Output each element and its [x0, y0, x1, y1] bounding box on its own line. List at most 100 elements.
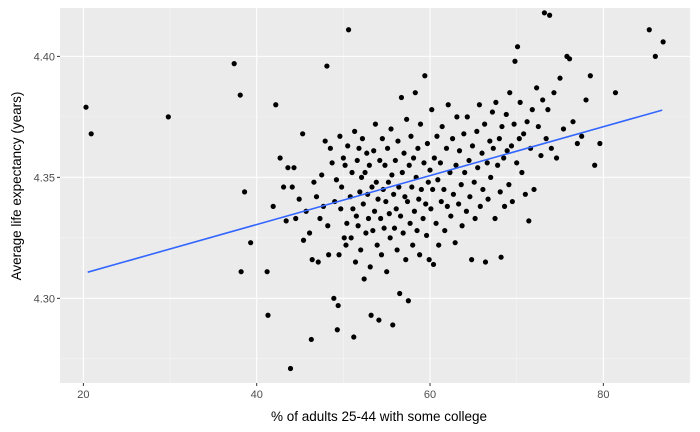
data-point	[420, 215, 426, 222]
data-point	[514, 160, 520, 166]
data-point	[459, 223, 465, 229]
minor-gridlines	[60, 8, 691, 383]
data-point	[300, 131, 306, 137]
data-point	[474, 128, 480, 134]
data-point	[435, 177, 441, 183]
data-point	[422, 73, 428, 79]
data-point	[430, 261, 437, 268]
data-point	[482, 259, 489, 265]
x-axis-title: % of adults 25-44 with some college	[271, 409, 487, 424]
data-point	[277, 155, 283, 161]
data-point	[490, 145, 496, 151]
data-point	[376, 317, 382, 323]
data-point	[329, 160, 335, 166]
data-point	[382, 162, 388, 168]
data-point	[467, 194, 473, 200]
data-point	[364, 150, 370, 156]
data-point	[466, 157, 472, 164]
data-point	[238, 269, 244, 275]
data-point	[503, 111, 509, 118]
data-point	[492, 215, 498, 222]
data-point	[445, 102, 451, 108]
data-point	[368, 312, 374, 318]
data-point	[660, 39, 666, 45]
data-point	[434, 133, 440, 139]
data-point	[354, 157, 360, 164]
data-point	[399, 169, 405, 176]
data-point	[512, 58, 518, 64]
data-point	[356, 145, 362, 151]
data-point	[587, 73, 593, 79]
data-point	[396, 184, 402, 190]
y-tick-label: 4.35	[34, 172, 55, 184]
data-point	[317, 215, 323, 222]
data-point	[378, 215, 384, 222]
data-point	[423, 201, 429, 207]
data-point	[389, 172, 395, 178]
x-tick-label: 40	[251, 389, 263, 401]
data-point	[344, 220, 350, 226]
data-point	[324, 63, 330, 69]
data-point	[358, 174, 365, 180]
data-point	[551, 90, 557, 96]
data-point	[480, 186, 486, 193]
data-point	[326, 252, 332, 258]
data-point	[504, 148, 510, 154]
x-tick-label: 80	[597, 389, 609, 401]
data-point	[452, 240, 458, 246]
data-point	[331, 295, 337, 301]
data-point	[373, 179, 379, 185]
data-point	[362, 169, 368, 176]
data-point	[375, 196, 381, 202]
data-point	[448, 213, 454, 219]
data-point	[392, 157, 398, 164]
data-point	[345, 27, 352, 33]
data-point	[458, 182, 464, 188]
data-point	[538, 152, 544, 159]
data-point	[531, 186, 537, 193]
data-point	[418, 186, 424, 193]
data-point	[391, 191, 397, 197]
data-point	[306, 230, 313, 236]
data-point	[462, 169, 468, 176]
data-point	[393, 206, 399, 212]
data-point	[471, 179, 477, 185]
data-point	[501, 155, 507, 161]
data-point	[296, 196, 302, 202]
data-point	[270, 203, 276, 209]
data-point	[369, 184, 375, 190]
data-point	[529, 107, 535, 113]
data-point	[398, 94, 405, 101]
data-point	[426, 257, 432, 263]
data-point	[475, 165, 481, 171]
data-point	[165, 114, 171, 120]
data-point	[482, 121, 488, 127]
data-point	[508, 143, 515, 149]
data-point	[397, 290, 403, 297]
data-point	[322, 138, 328, 144]
data-point	[387, 235, 393, 241]
data-points	[83, 10, 666, 372]
data-point	[340, 155, 346, 161]
data-point	[287, 365, 294, 372]
data-point	[464, 114, 470, 120]
data-point	[514, 44, 521, 50]
data-point	[348, 235, 354, 241]
data-point	[488, 174, 494, 180]
y-tick-label: 4.40	[34, 51, 55, 63]
data-point	[437, 160, 444, 166]
data-point	[425, 179, 431, 185]
data-point	[612, 90, 619, 96]
data-point	[441, 186, 447, 193]
data-point	[83, 104, 89, 110]
data-point	[325, 223, 331, 229]
data-point	[521, 131, 527, 137]
data-point	[311, 179, 317, 185]
data-point	[327, 145, 333, 151]
data-point	[516, 136, 522, 142]
data-point	[417, 121, 424, 127]
data-point	[313, 194, 320, 200]
data-point	[394, 247, 400, 253]
data-point	[407, 220, 413, 226]
